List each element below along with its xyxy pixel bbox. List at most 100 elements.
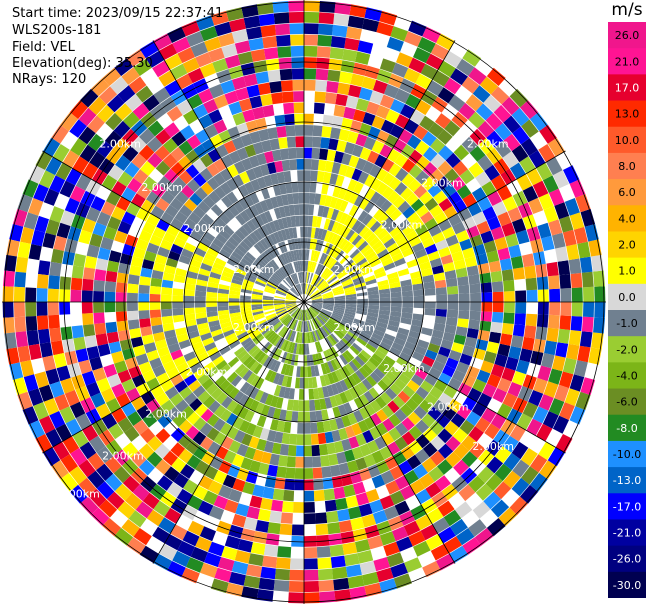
velocity-cell [220, 321, 232, 329]
velocity-cell [262, 299, 274, 302]
velocity-cell [390, 99, 405, 114]
velocity-cell [273, 322, 283, 332]
velocity-cell [209, 351, 222, 362]
velocity-cell [446, 285, 459, 295]
velocity-cell [342, 317, 354, 324]
instrument-label: WLS200s-181 [12, 23, 102, 38]
velocity-cell [131, 153, 147, 169]
velocity-cell [325, 349, 333, 361]
velocity-cell [235, 213, 247, 226]
velocity-cell [217, 309, 230, 316]
velocity-cell [456, 58, 475, 76]
velocity-cell [228, 294, 240, 299]
velocity-cell [323, 242, 330, 254]
velocity-cell [258, 273, 269, 281]
velocity-cell [256, 589, 274, 602]
velocity-cell [82, 162, 99, 180]
velocity-cell [114, 58, 134, 77]
velocity-cell [363, 136, 376, 151]
velocity-cell [264, 264, 275, 274]
velocity-cell [328, 318, 339, 327]
velocity-cell [311, 298, 323, 301]
velocity-cell [36, 302, 48, 316]
velocity-cell [268, 371, 277, 383]
velocity-cell [228, 571, 246, 586]
velocity-cell [213, 119, 228, 134]
colorbar-tick-label: 10.0 [615, 134, 640, 147]
velocity-cell [100, 236, 114, 251]
velocity-cell [330, 36, 346, 49]
velocity-cell [559, 315, 572, 330]
velocity-cell [494, 446, 512, 464]
velocity-cell [304, 260, 307, 272]
velocity-cell [445, 152, 461, 168]
velocity-cell [326, 321, 337, 330]
velocity-cell [269, 510, 282, 523]
velocity-cell [379, 253, 392, 263]
velocity-cell [70, 185, 86, 203]
velocity-cell [415, 386, 429, 400]
velocity-cell [269, 359, 278, 371]
velocity-cell [287, 263, 293, 274]
velocity-cell [402, 224, 415, 237]
velocity-cell [111, 181, 127, 197]
velocity-cell [243, 397, 255, 410]
velocity-cell [385, 387, 398, 400]
velocity-cell [49, 175, 66, 193]
velocity-cell [192, 385, 206, 398]
velocity-cell [462, 374, 476, 388]
velocity-cell [418, 230, 432, 242]
velocity-cell [461, 435, 477, 451]
velocity-cell [133, 345, 146, 357]
velocity-cell [241, 433, 253, 447]
velocity-cell [208, 480, 223, 495]
velocity-cell [306, 249, 310, 261]
velocity-cell [231, 513, 247, 528]
velocity-cell [287, 444, 297, 457]
velocity-cell [304, 45, 318, 57]
range-label: 2.00km [381, 219, 423, 232]
velocity-cell [254, 335, 265, 345]
velocity-cell [490, 270, 503, 283]
velocity-cell [85, 179, 102, 196]
velocity-cell [177, 540, 195, 557]
velocity-cell [258, 323, 269, 331]
velocity-cell [430, 153, 446, 169]
velocity-cell [266, 357, 275, 369]
velocity-cell [56, 222, 71, 239]
velocity-cell [444, 324, 457, 335]
velocity-cell [313, 318, 321, 328]
velocity-cell [300, 321, 303, 332]
velocity-cell [353, 384, 364, 397]
velocity-cell [147, 436, 163, 452]
velocity-cell [305, 283, 308, 295]
velocity-cell [438, 198, 453, 212]
velocity-cell [87, 115, 105, 134]
velocity-cell [70, 401, 86, 419]
velocity-cell [187, 68, 205, 84]
velocity-cell [343, 484, 356, 498]
velocity-cell [330, 464, 341, 477]
velocity-cell [174, 211, 188, 224]
velocity-cell [414, 248, 427, 259]
velocity-cell [138, 293, 150, 302]
velocity-cell [281, 432, 291, 445]
velocity-cell [577, 345, 591, 363]
velocity-cell [279, 267, 288, 278]
velocity-cell [122, 111, 140, 129]
velocity-cell [178, 419, 193, 434]
velocity-cell [469, 234, 484, 248]
velocity-cell [381, 158, 395, 172]
velocity-cell [242, 109, 256, 123]
velocity-cell [497, 403, 513, 419]
velocity-cell [245, 168, 257, 182]
velocity-cell [181, 248, 194, 259]
velocity-cell [294, 113, 304, 125]
velocity-cell [334, 369, 344, 382]
velocity-cell [335, 417, 345, 430]
velocity-cell [3, 317, 15, 334]
velocity-cell [353, 318, 365, 325]
velocity-cell [322, 325, 330, 336]
velocity-cell [321, 253, 328, 265]
velocity-cell [311, 295, 322, 300]
